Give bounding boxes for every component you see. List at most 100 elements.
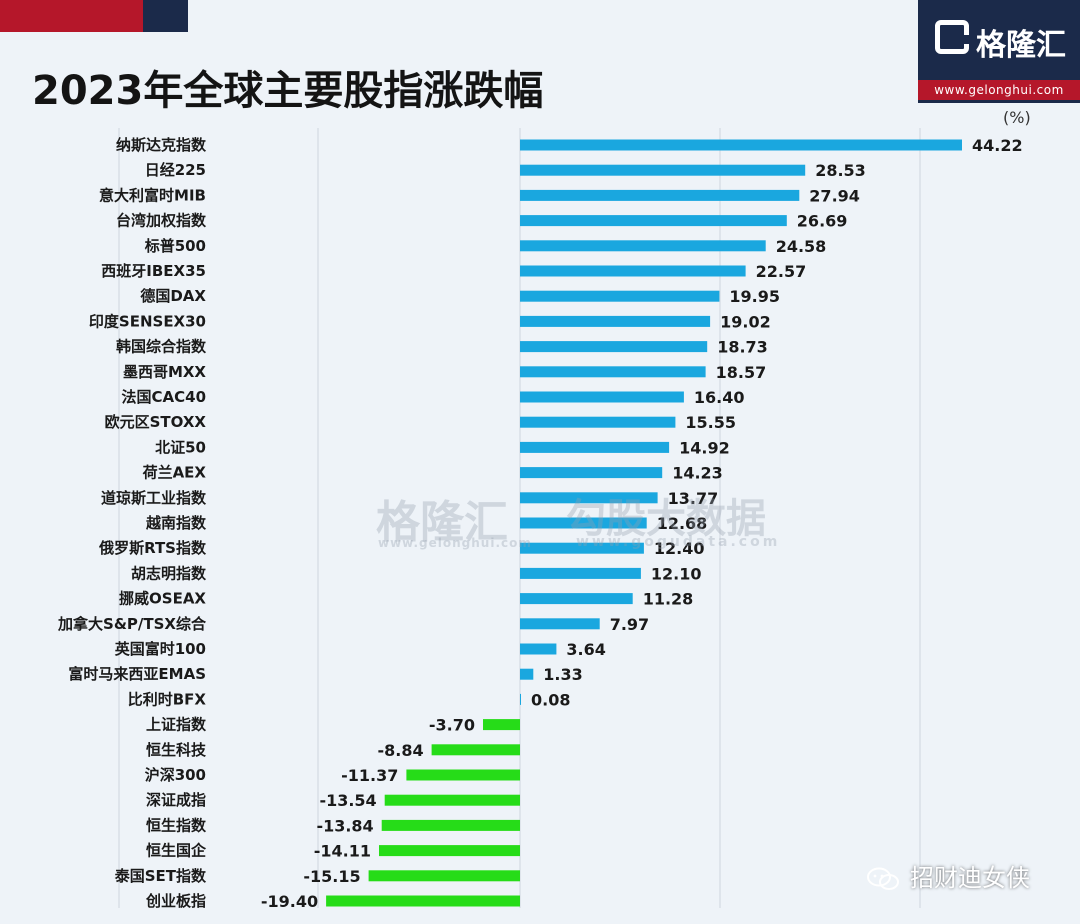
brand-logo[interactable]: 格隆汇 www.gelonghui.com [918, 0, 1080, 103]
bar [520, 492, 658, 504]
bar [520, 366, 706, 378]
bar [520, 668, 534, 680]
bar [431, 744, 520, 756]
category-label: 沪深300 [145, 766, 206, 784]
category-label: 挪威OSEAX [119, 590, 206, 608]
bar [520, 341, 708, 353]
category-label: 加拿大S&P/TSX综合 [57, 615, 207, 633]
value-label: 14.92 [679, 438, 730, 457]
value-label: 18.57 [716, 363, 767, 382]
value-label: 15.55 [685, 413, 736, 432]
bar [520, 693, 521, 705]
bar [520, 189, 800, 201]
bar [381, 819, 520, 831]
wechat-account-name: 招财迪女侠 [910, 864, 1030, 892]
category-label: 俄罗斯RTS指数 [98, 539, 207, 557]
value-label: -15.15 [303, 867, 360, 886]
value-label: 44.22 [972, 136, 1023, 155]
watermark-partner: 勾股大数据 [566, 496, 766, 542]
value-label: 22.57 [756, 262, 807, 281]
value-label: 27.94 [809, 186, 860, 205]
wechat-account[interactable]: 招财迪女侠 [866, 858, 1030, 893]
value-label: 12.10 [651, 564, 702, 583]
bar [406, 769, 520, 781]
value-label: 12.40 [654, 539, 705, 558]
category-label: 恒生科技 [146, 741, 207, 759]
bar [520, 391, 684, 403]
value-label: 28.53 [815, 161, 866, 180]
value-label: 12.68 [657, 514, 708, 533]
watermark-brand: 格隆汇 [376, 497, 508, 548]
value-label: -3.70 [429, 716, 475, 735]
value-label: -11.37 [341, 766, 398, 785]
value-label: 16.40 [694, 388, 745, 407]
chart-title: 2023年全球主要股指涨跌幅 [32, 68, 544, 114]
category-label: 恒生国企 [146, 842, 207, 860]
bar [520, 593, 633, 605]
bar [379, 845, 520, 857]
bar [520, 416, 676, 428]
category-label: 上证指数 [146, 716, 207, 734]
bar [520, 618, 600, 630]
category-label: 纳斯达克指数 [116, 136, 207, 154]
bar [326, 895, 520, 907]
value-label: 19.95 [729, 287, 780, 306]
watermark-partner-url: www.gogudata.com [576, 534, 781, 550]
category-label: 墨西哥MXX [123, 363, 206, 381]
value-label: 11.28 [643, 590, 694, 609]
value-label: 0.08 [531, 690, 570, 709]
bar [520, 215, 787, 227]
value-label: -8.84 [377, 741, 423, 760]
bar [520, 542, 644, 554]
category-label: 富时马来西亚EMAS [68, 665, 206, 683]
brand-logo-icon [935, 20, 969, 54]
category-label: 道琼斯工业指数 [101, 489, 207, 507]
category-label: 深证成指 [146, 791, 206, 809]
bar [520, 441, 670, 453]
value-label: 1.33 [543, 665, 582, 684]
value-label: 19.02 [720, 312, 771, 331]
value-label: 3.64 [566, 640, 605, 659]
bar [520, 164, 806, 176]
wechat-icon [867, 867, 899, 890]
value-label: -13.54 [319, 791, 376, 810]
value-label: 24.58 [776, 237, 827, 256]
value-label: 13.77 [668, 489, 719, 508]
category-label: 日经225 [145, 161, 206, 179]
category-label: 荷兰AEX [143, 464, 207, 482]
bar [483, 719, 520, 731]
category-label: 创业板指 [145, 892, 206, 910]
value-label: 14.23 [672, 464, 723, 483]
corner-accent-red [0, 0, 143, 32]
value-label: 26.69 [797, 212, 848, 231]
category-label: 泰国SET指数 [114, 867, 207, 885]
unit-label: (%) [1003, 108, 1031, 127]
category-label: 胡志明指数 [131, 564, 207, 582]
bar [520, 290, 720, 302]
bar [520, 467, 663, 479]
category-label: 欧元区STOXX [105, 413, 207, 431]
category-label: 比利时BFX [128, 690, 207, 708]
bar [368, 870, 520, 882]
value-label: -13.84 [316, 816, 373, 835]
bar [520, 139, 962, 151]
value-label: -19.40 [261, 892, 318, 911]
bar [384, 794, 520, 806]
bar [520, 517, 647, 529]
category-label: 意大利富时MIB [99, 186, 206, 204]
category-label: 恒生指数 [146, 816, 207, 834]
category-label: 韩国综合指数 [116, 338, 207, 356]
value-label: 18.73 [717, 338, 768, 357]
category-label: 北证50 [155, 438, 206, 456]
bar [520, 240, 766, 252]
category-label: 台湾加权指数 [116, 212, 207, 230]
value-label: 7.97 [610, 615, 649, 634]
value-label: -14.11 [314, 842, 371, 861]
bar [520, 643, 557, 655]
category-label: 英国富时100 [115, 640, 206, 658]
category-label: 印度SENSEX30 [89, 312, 206, 330]
corner-accent-navy [143, 0, 188, 32]
brand-name: 格隆汇 [976, 28, 1066, 63]
category-label: 西班牙IBEX35 [101, 262, 206, 280]
